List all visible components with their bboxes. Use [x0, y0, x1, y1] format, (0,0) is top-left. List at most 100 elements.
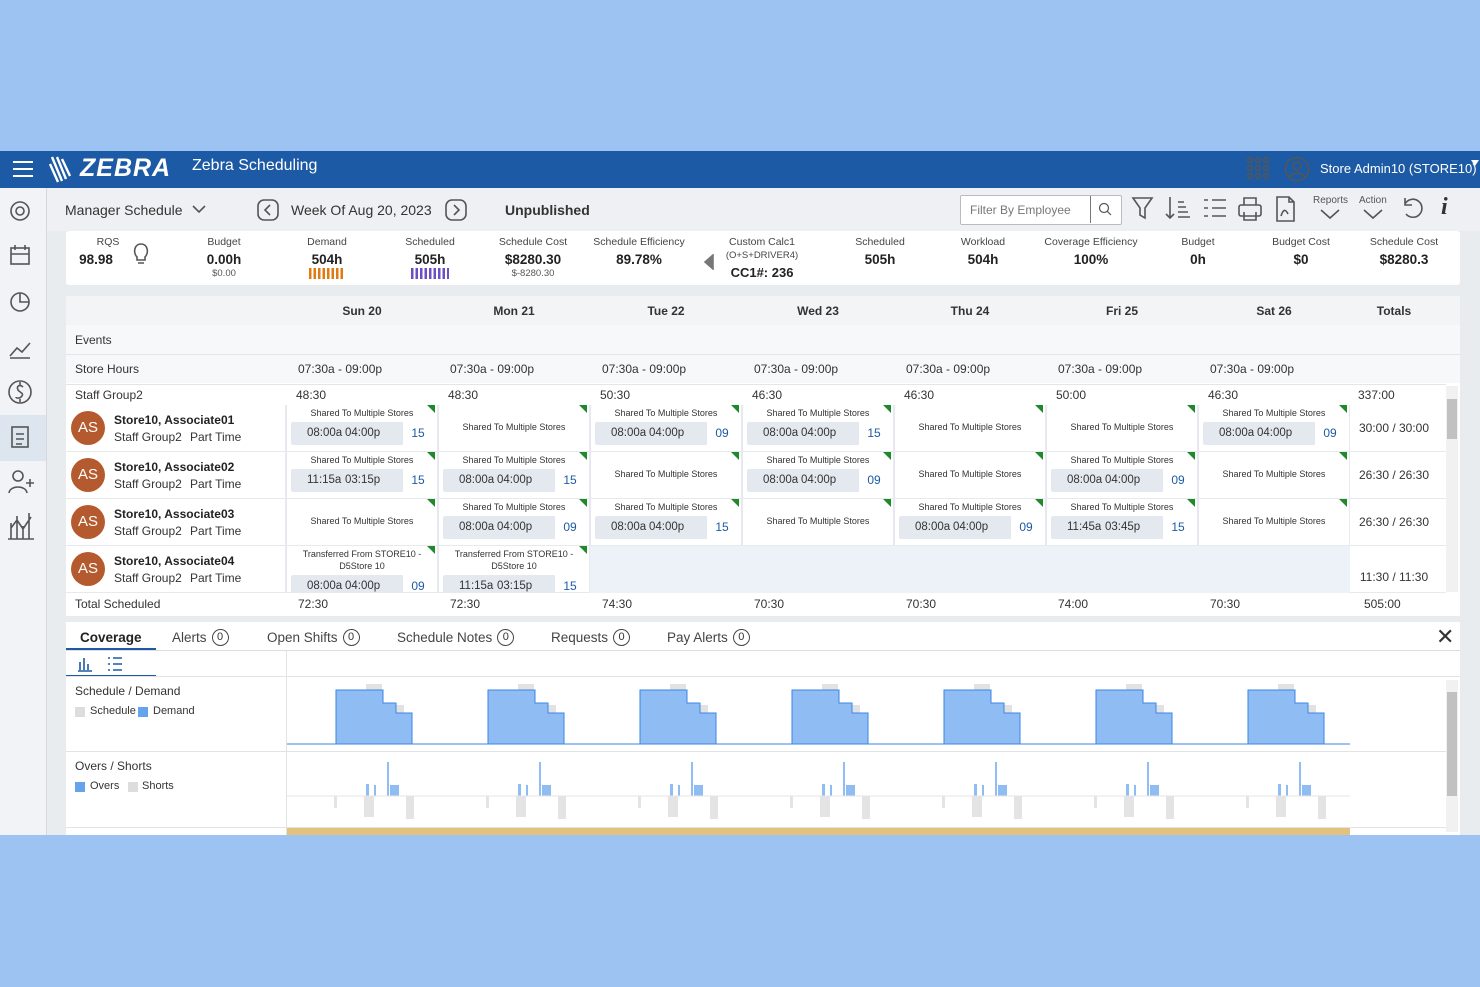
shift-cell[interactable]: Shared To Multiple Stores — [743, 499, 893, 545]
prev-week[interactable] — [257, 199, 279, 221]
user-name[interactable]: Store Admin10 (STORE10) — [1320, 161, 1477, 176]
shift-cell[interactable]: Shared To Multiple Stores 08:00a 04:00p 09 — [1199, 405, 1349, 451]
menu-icon[interactable] — [12, 160, 34, 178]
shift-cell[interactable]: Shared To Multiple Stores 08:00a 04:00p 15 — [439, 452, 589, 498]
short-bar — [1124, 796, 1134, 817]
shift-start: 08:00a — [915, 521, 951, 533]
user-icon[interactable] — [1284, 156, 1310, 182]
metric-label: Scheduled — [405, 236, 455, 248]
shift-cell[interactable]: Shared To Multiple Stores — [895, 452, 1045, 498]
cov-scroll-thumb[interactable] — [1447, 692, 1457, 796]
shift-flag — [579, 546, 587, 554]
shift-cell[interactable]: Shared To Multiple Stores 11:45a 03:45p 15 — [1047, 499, 1197, 545]
short-bar — [638, 796, 641, 808]
info-icon[interactable]: i — [1441, 194, 1448, 220]
schedule-shape — [1302, 705, 1316, 715]
shift-start: 11:15a — [459, 580, 494, 592]
shift-end: 03:45p — [1105, 521, 1141, 533]
schedule-shape — [822, 684, 838, 692]
store-hours: 07:30a - 09:00p — [754, 362, 839, 376]
shift-cell[interactable]: Shared To Multiple Stores 08:00a 04:00p 15 — [591, 499, 741, 545]
demand-shape — [1247, 689, 1325, 745]
employee-name[interactable]: Store10, Associate01 — [114, 413, 235, 427]
shift-note: Transferred From STORE10 - D5Store 10 — [302, 549, 422, 571]
shift-start: 08:00a — [459, 521, 495, 533]
shift-cell[interactable]: Shared To Multiple Stores 08:00a 04:00p 09 — [895, 499, 1045, 545]
shift-cell[interactable]: Transferred From STORE10 - D5Store 10 11:… — [439, 546, 589, 592]
employee-name[interactable]: Store10, Associate03 — [114, 507, 235, 521]
sidebar-icons[interactable] — [6, 198, 40, 548]
store-hours: 07:30a - 09:00p — [906, 362, 991, 376]
total-value: 72:30 — [298, 597, 329, 611]
shift-cell[interactable]: Transferred From STORE10 - D5Store 10 08:… — [287, 546, 437, 592]
scroll-thumb[interactable] — [1447, 399, 1457, 439]
chart-view-icons[interactable] — [76, 654, 128, 674]
total-value: 74:30 — [602, 597, 633, 611]
search-icon[interactable] — [1090, 196, 1120, 223]
shift-cell[interactable]: Shared To Multiple Stores — [1199, 499, 1349, 545]
shift-note: Shared To Multiple Stores — [1070, 422, 1174, 432]
shift-cell[interactable]: Shared To Multiple Stores — [1047, 405, 1197, 451]
filter-input[interactable] — [960, 195, 1122, 225]
shift-cell[interactable]: Shared To Multiple Stores 11:15a 03:15p 15 — [287, 452, 437, 498]
shift-cell[interactable]: Shared To Multiple Stores 08:00a 04:00p 15 — [743, 405, 893, 451]
employee-name[interactable]: Store10, Associate04 — [114, 554, 235, 568]
total-label: Total Scheduled — [75, 597, 161, 611]
shift-note: Shared To Multiple Stores — [614, 502, 718, 512]
shift-cell[interactable]: Shared To Multiple Stores 08:00a 04:00p 09 — [1047, 452, 1197, 498]
employee-total: 30:00 / 30:00 — [1358, 421, 1430, 435]
metric-label: Budget Cost — [1272, 236, 1330, 248]
short-bar — [364, 796, 374, 817]
week-label: Week Of Aug 20, 2023 — [291, 202, 432, 218]
shift-cell[interactable]: Shared To Multiple Stores — [439, 405, 589, 451]
short-bar — [790, 796, 793, 808]
shift-box: 11:45a 03:45p 15 — [1051, 516, 1193, 539]
shift-flag — [731, 452, 739, 460]
shift-cell[interactable]: Shared To Multiple Stores 08:00a 04:00p 15 — [287, 405, 437, 451]
day-header: Thu 24 — [950, 304, 990, 318]
shift-cell[interactable]: Shared To Multiple Stores 08:00a 04:00p 09 — [591, 405, 741, 451]
shift-end: 04:00p — [497, 474, 533, 486]
collapse-arrow[interactable] — [703, 254, 715, 270]
action-label[interactable]: Action — [1359, 195, 1387, 206]
tab[interactable]: Pay Alerts 0 — [667, 628, 750, 646]
shift-flag — [427, 452, 435, 460]
store-hours: 07:30a - 09:00p — [602, 362, 687, 376]
tab[interactable]: Coverage — [80, 628, 142, 646]
view-name[interactable]: Manager Schedule — [65, 202, 183, 218]
shift-cell[interactable]: Shared To Multiple Stores 08:00a 04:00p 09 — [743, 452, 893, 498]
legend-label: Shorts — [142, 780, 174, 792]
demand-shape — [639, 689, 717, 745]
tab[interactable]: Alerts 0 — [172, 628, 229, 646]
next-week[interactable] — [445, 199, 467, 221]
metric-label: Schedule Cost — [498, 236, 568, 248]
view-dropdown[interactable] — [192, 204, 206, 214]
metric-value: $8280.30 — [504, 252, 562, 267]
shift-end: 04:00p — [649, 521, 685, 533]
shift-cell[interactable]: Shared To Multiple Stores — [287, 499, 437, 545]
tab[interactable]: Schedule Notes 0 — [397, 628, 515, 646]
day-header: Sat 26 — [1256, 304, 1292, 318]
tab[interactable]: Open Shifts 0 — [267, 628, 360, 646]
schedule-shape — [390, 705, 404, 715]
totals-header: Totals — [1376, 304, 1412, 318]
shift-cell[interactable]: Shared To Multiple Stores — [1199, 452, 1349, 498]
scheduled-gauge — [411, 268, 449, 279]
group-hours: 48:30 — [296, 388, 327, 402]
metric-value: 100% — [1073, 252, 1109, 267]
apps-icon[interactable] — [1246, 156, 1270, 180]
shift-cell[interactable]: Shared To Multiple Stores — [895, 405, 1045, 451]
toolbar-icons[interactable] — [1130, 194, 1460, 224]
schedule-shape — [998, 705, 1012, 715]
shift-end: 04:00p — [953, 521, 989, 533]
short-bar — [1014, 796, 1022, 819]
shift-box: 08:00a 04:00p 15 — [443, 469, 585, 492]
tab[interactable]: Requests 0 — [551, 628, 631, 646]
reports-label[interactable]: Reports — [1313, 195, 1349, 206]
employee-name[interactable]: Store10, Associate02 — [114, 460, 235, 474]
demand-shape — [1095, 689, 1173, 745]
metric-label: Coverage Efficiency — [1044, 236, 1138, 248]
shift-cell[interactable]: Shared To Multiple Stores — [591, 452, 741, 498]
shift-cell[interactable]: Shared To Multiple Stores 08:00a 04:00p 09 — [439, 499, 589, 545]
close-icon[interactable]: ✕ — [1436, 624, 1455, 649]
